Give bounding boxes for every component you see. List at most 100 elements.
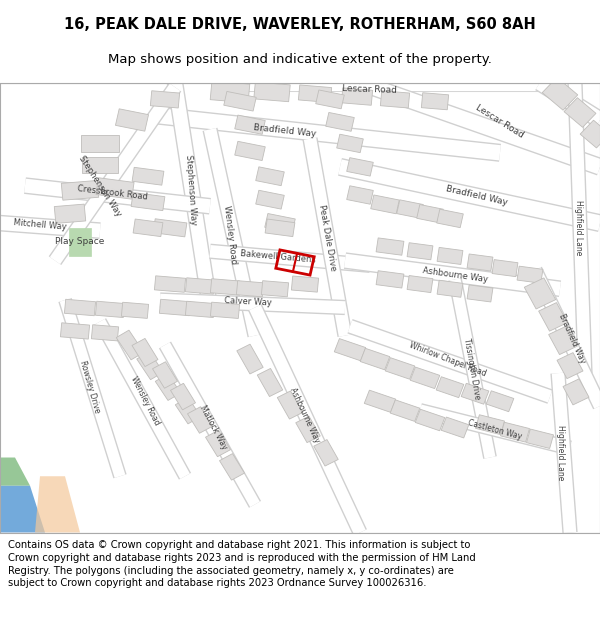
Bar [334,339,366,361]
Bar [580,120,600,148]
Bar [116,330,144,360]
Point [292,249,299,257]
Polygon shape [0,486,45,532]
Bar [557,352,583,379]
Bar [133,219,163,237]
Bar [441,417,469,438]
Bar [415,409,445,431]
Bar [152,362,178,388]
Bar [277,391,303,419]
Bar [185,278,215,294]
Bar [563,379,589,405]
Bar [131,192,165,211]
Bar [467,285,493,302]
Bar [437,248,463,264]
Bar [564,98,596,128]
Bar [115,109,149,131]
Text: Ashbourne Way: Ashbourne Way [422,267,488,284]
Bar [376,238,404,255]
Text: Map shows position and indicative extent of the property.: Map shows position and indicative extent… [108,53,492,66]
Bar [397,200,423,218]
Bar [211,279,239,295]
Bar [69,228,91,256]
Text: Ashbourne Way: Ashbourne Way [288,386,322,444]
Text: Wensley Road: Wensley Road [129,376,161,427]
Bar [421,92,449,110]
Bar [298,85,332,102]
Bar [265,214,295,232]
Bar [236,281,263,297]
Bar [486,391,514,412]
Text: Matlock Way: Matlock Way [197,404,229,451]
Bar [347,158,373,176]
Bar [211,302,239,319]
Bar [492,259,518,277]
Bar [376,271,404,288]
Bar [206,430,230,457]
Bar [410,367,440,389]
Bar [61,322,89,339]
Bar [417,204,443,223]
Bar [476,415,505,434]
Bar [385,357,415,379]
Bar [64,299,95,316]
Bar [160,299,191,316]
Bar [155,374,181,401]
Text: Bradfield Way: Bradfield Way [253,124,317,139]
Bar [175,398,201,424]
Bar [91,325,119,341]
Text: Stephenson Way: Stephenson Way [184,155,198,226]
Bar [254,82,290,102]
Bar [390,400,420,421]
Bar [235,115,265,134]
Bar [407,242,433,260]
Bar [256,167,284,186]
Bar [524,278,556,309]
Text: Highfield Lane: Highfield Lane [574,200,583,256]
Text: Bakewell Gardens: Bakewell Gardens [240,249,316,264]
Bar [347,186,373,204]
Text: Highfield Lane: Highfield Lane [557,425,566,481]
Text: Peak Dale Drive: Peak Dale Drive [317,203,337,271]
Bar [500,422,529,442]
Bar [137,352,163,379]
Bar [296,416,320,442]
Bar [224,91,256,111]
Text: Lescar Road: Lescar Road [343,84,398,94]
Bar [154,276,185,292]
Text: Calver Way: Calver Way [224,296,272,308]
Bar [437,280,463,298]
Bar [467,254,493,271]
Bar [371,195,399,214]
Bar [436,377,464,398]
Bar [316,90,344,109]
Text: Cressbrook Road: Cressbrook Road [76,184,148,202]
Bar [256,190,284,209]
Bar [95,301,125,318]
Bar [542,78,578,110]
Bar [326,112,354,131]
Text: Stephenson Way: Stephenson Way [77,154,123,218]
Bar [265,219,295,237]
Bar [262,281,289,297]
Point [292,268,299,276]
Bar [314,439,338,466]
Bar [151,91,179,108]
Bar [61,181,99,200]
Bar [210,81,250,102]
Bar [526,429,554,449]
Bar [548,326,577,354]
Bar [132,168,164,185]
Text: Whirlow Chapel Road: Whirlow Chapel Road [408,340,488,378]
Line: 2 pts: 2 pts [293,253,297,272]
Bar [337,134,363,152]
Polygon shape [0,458,30,486]
Bar [170,383,196,410]
Bar [461,383,489,404]
Bar [237,344,263,374]
Text: Wensley Road: Wensley Road [222,204,238,264]
Text: Castleton Way: Castleton Way [467,418,523,441]
Text: Tissington Drive: Tissington Drive [462,337,482,400]
Bar [364,390,396,412]
Text: Bradfield Way: Bradfield Way [445,184,509,208]
